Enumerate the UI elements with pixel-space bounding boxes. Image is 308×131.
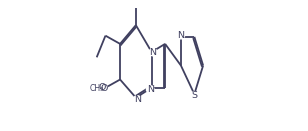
Text: N: N xyxy=(150,48,156,57)
Circle shape xyxy=(191,92,198,99)
Text: O: O xyxy=(99,83,106,92)
Circle shape xyxy=(147,86,154,93)
Text: N: N xyxy=(177,31,184,40)
Circle shape xyxy=(134,96,141,103)
Circle shape xyxy=(100,85,108,92)
Text: CH₃: CH₃ xyxy=(90,84,104,93)
Circle shape xyxy=(149,48,157,56)
FancyBboxPatch shape xyxy=(93,83,106,92)
Text: O: O xyxy=(100,84,108,93)
Text: N: N xyxy=(134,95,141,104)
Text: N: N xyxy=(147,85,154,94)
Circle shape xyxy=(177,31,184,39)
Text: S: S xyxy=(191,91,197,100)
